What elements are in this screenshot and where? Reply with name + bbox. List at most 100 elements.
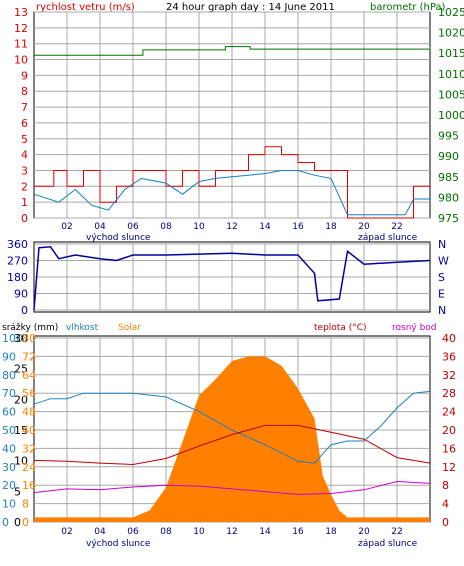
x-tick-label: 16 bbox=[292, 222, 304, 232]
barometer-axis-label: barometr (hPa) bbox=[370, 2, 446, 13]
humidity-tick-label: 0 bbox=[2, 516, 9, 529]
x-tick-label: 16 bbox=[292, 527, 304, 537]
x-tick-label: 06 bbox=[127, 222, 139, 232]
precip-tick-label: 15 bbox=[14, 424, 28, 437]
direction-tick-label: 90 bbox=[14, 288, 28, 301]
wind-tick-label: 2 bbox=[21, 180, 28, 193]
x-axis-ticks-bottom: 02 04 06 08 10 12 14 16 18 20 22 bbox=[61, 527, 402, 537]
x-tick-label: 14 bbox=[259, 527, 271, 537]
series-wind-direction bbox=[33, 246, 431, 311]
sunrise-label-top: východ slunce bbox=[86, 233, 151, 243]
compass-tick-label: N bbox=[438, 238, 446, 251]
sunset-label-bottom: západ slunce bbox=[358, 539, 418, 549]
dewpoint-axis-label: rosný bod bbox=[392, 323, 437, 333]
wind-tick-label: 1 bbox=[21, 196, 28, 209]
wind-tick-label: 0 bbox=[21, 212, 28, 225]
x-tick-label: 20 bbox=[358, 527, 370, 537]
solar-tick-label: 56 bbox=[22, 387, 36, 400]
wind-tick-label: 12 bbox=[14, 22, 28, 35]
wind-tick-label: 5 bbox=[21, 133, 28, 146]
x-tick-label: 14 bbox=[259, 222, 271, 232]
x-tick-label: 18 bbox=[325, 222, 337, 232]
barometer-tick-label: 1015 bbox=[438, 47, 464, 60]
temperature-ticks: 0 4 8 12 16 20 24 28 32 36 40 bbox=[442, 332, 456, 529]
humidity-tick-label: 80 bbox=[2, 369, 16, 382]
x-tick-label: 10 bbox=[193, 527, 205, 537]
direction-tick-label: 180 bbox=[7, 271, 28, 284]
wind-tick-label: 13 bbox=[14, 6, 28, 19]
x-tick-label: 04 bbox=[94, 527, 106, 537]
temperature-tick-label: 0 bbox=[442, 516, 449, 529]
humidity-tick-label: 10 bbox=[2, 498, 16, 511]
temperature-tick-label: 24 bbox=[442, 406, 456, 419]
humidity-axis-label: vlhkost bbox=[66, 323, 99, 333]
barometer-tick-label: 990 bbox=[438, 150, 459, 163]
compass-tick-label: N bbox=[438, 304, 446, 317]
x-tick-label: 18 bbox=[325, 527, 337, 537]
series-barometer bbox=[34, 46, 431, 56]
chart-title: 24 hour graph day : 14 June 2011 bbox=[166, 2, 335, 13]
series-temperature bbox=[33, 424, 431, 466]
x-tick-label: 06 bbox=[127, 527, 139, 537]
solar-tick-label: 48 bbox=[22, 406, 36, 419]
series-wind-average bbox=[33, 170, 430, 216]
compass-tick-label: W bbox=[438, 255, 449, 268]
series-humidity bbox=[33, 390, 431, 464]
x-tick-label: 08 bbox=[160, 527, 172, 537]
wind-tick-label: 3 bbox=[21, 164, 28, 177]
humidity-tick-label: 40 bbox=[2, 442, 16, 455]
barometer-tick-label: 1020 bbox=[438, 27, 464, 40]
precip-axis-label: srážky (mm) bbox=[2, 323, 58, 333]
precip-tick-label: 25 bbox=[14, 363, 28, 376]
solar-tick-label: 64 bbox=[22, 369, 36, 382]
temperature-tick-label: 4 bbox=[442, 498, 449, 511]
solar-tick-label: 40 bbox=[22, 424, 36, 437]
temperature-axis-label: teplota (°C) bbox=[314, 323, 367, 333]
series-wind-speed bbox=[34, 146, 430, 219]
temperature-tick-label: 12 bbox=[442, 461, 456, 474]
precip-tick-label: 0 bbox=[14, 516, 21, 529]
solar-axis-label: Solar bbox=[118, 323, 141, 333]
series-dew-point bbox=[33, 480, 431, 495]
solar-tick-label: 32 bbox=[22, 442, 36, 455]
x-tick-label: 20 bbox=[358, 222, 370, 232]
compass-tick-label: E bbox=[438, 288, 445, 301]
direction-tick-label: 270 bbox=[7, 255, 28, 268]
x-tick-label: 10 bbox=[193, 222, 205, 232]
barometer-tick-label: 1010 bbox=[438, 68, 464, 81]
left-axis-ticks-bottom: 0102030405060708090100051015202530081624… bbox=[2, 332, 36, 529]
barometer-tick-label: 1000 bbox=[438, 109, 464, 122]
temperature-tick-label: 8 bbox=[442, 479, 449, 492]
x-tick-label: 02 bbox=[61, 527, 72, 537]
precip-tick-label: 30 bbox=[14, 332, 28, 345]
humidity-tick-label: 30 bbox=[2, 461, 16, 474]
grid-wind bbox=[34, 11, 430, 219]
precip-tick-label: 10 bbox=[14, 455, 28, 468]
sunrise-label-bottom: východ slunce bbox=[86, 539, 151, 549]
solar-tick-label: 16 bbox=[22, 479, 36, 492]
wind-tick-label: 4 bbox=[21, 149, 28, 162]
x-tick-label: 08 bbox=[160, 222, 172, 232]
barometer-tick-label: 980 bbox=[438, 191, 459, 204]
barometer-tick-label: 1025 bbox=[438, 6, 464, 19]
barometer-tick-label: 995 bbox=[438, 130, 459, 143]
wind-tick-label: 11 bbox=[14, 38, 28, 51]
direction-degree-ticks: 360 270 180 90 0 bbox=[7, 238, 28, 317]
barometer-tick-label: 1005 bbox=[438, 88, 464, 101]
x-axis-ticks-top: 02 04 06 08 10 12 14 16 18 20 22 bbox=[61, 222, 402, 232]
temperature-tick-label: 40 bbox=[442, 332, 456, 345]
series-solar bbox=[34, 356, 430, 522]
wind-tick-label: 6 bbox=[21, 117, 28, 130]
humidity-tick-label: 50 bbox=[2, 424, 16, 437]
wind-tick-label: 8 bbox=[21, 85, 28, 98]
humidity-tick-label: 20 bbox=[2, 479, 16, 492]
solar-tick-label: 80 bbox=[22, 332, 36, 345]
temperature-tick-label: 36 bbox=[442, 350, 456, 363]
direction-tick-label: 0 bbox=[21, 304, 28, 317]
x-tick-label: 12 bbox=[226, 222, 237, 232]
temperature-tick-label: 16 bbox=[442, 442, 456, 455]
x-tick-label: 02 bbox=[61, 222, 72, 232]
